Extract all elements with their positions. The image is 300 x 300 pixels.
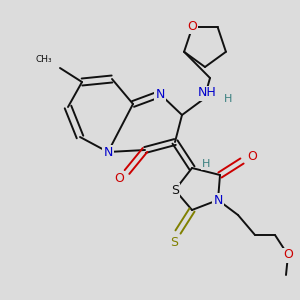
Text: N: N (155, 88, 165, 100)
Text: O: O (188, 20, 197, 34)
Text: S: S (171, 184, 179, 196)
Text: H: H (224, 94, 232, 104)
Text: H: H (202, 159, 210, 169)
Text: CH₃: CH₃ (35, 55, 52, 64)
Text: O: O (114, 172, 124, 184)
Text: N: N (213, 194, 223, 206)
Text: O: O (247, 149, 257, 163)
Text: O: O (283, 248, 293, 262)
Text: NH: NH (198, 86, 216, 100)
Text: N: N (103, 146, 113, 158)
Text: S: S (170, 236, 178, 248)
